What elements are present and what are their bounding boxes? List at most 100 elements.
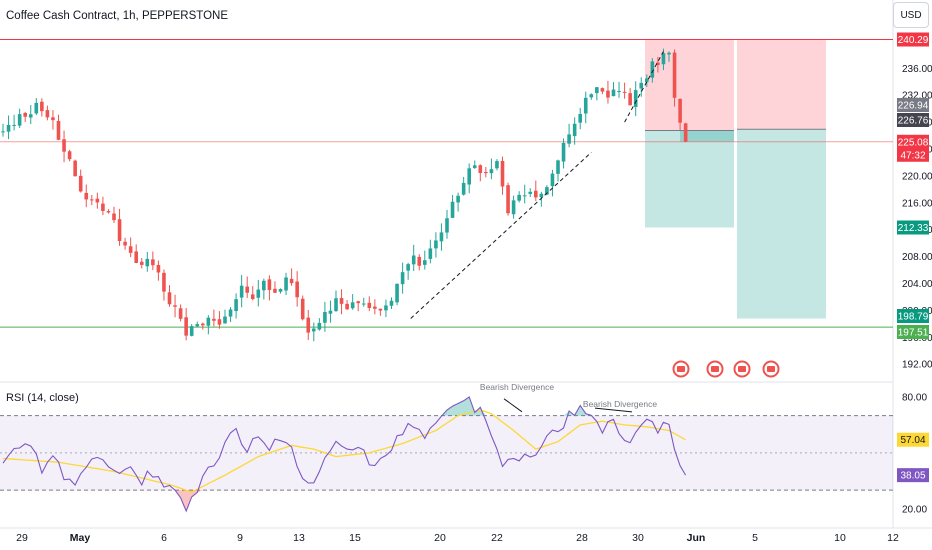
candle bbox=[173, 294, 177, 318]
candle-body bbox=[256, 289, 261, 298]
candle-body bbox=[67, 151, 72, 160]
candle-body bbox=[78, 175, 83, 192]
candle bbox=[334, 290, 338, 312]
candle-body bbox=[167, 292, 172, 305]
time-tick-label: 29 bbox=[16, 532, 28, 544]
rsi-value-box bbox=[897, 468, 929, 483]
rsi-oversold-fill bbox=[3, 490, 686, 511]
target-zone-2 bbox=[737, 129, 826, 319]
candle-body bbox=[284, 277, 288, 291]
candle-body bbox=[672, 52, 677, 98]
candle-body bbox=[367, 302, 372, 309]
event-icon bbox=[672, 360, 690, 378]
candle-body bbox=[361, 303, 366, 305]
candle bbox=[139, 258, 144, 269]
candle-body bbox=[389, 300, 394, 306]
candle bbox=[289, 268, 294, 286]
candle bbox=[40, 98, 44, 117]
candle-body bbox=[123, 241, 127, 246]
candles bbox=[1, 48, 688, 342]
time-tick-label: 30 bbox=[632, 532, 644, 544]
price-tick-label: 204.00 bbox=[902, 279, 932, 290]
event-icon bbox=[706, 360, 724, 378]
candle bbox=[373, 299, 377, 315]
price-label-text: 226.76 bbox=[898, 116, 929, 127]
price-tick-label: 216.00 bbox=[902, 198, 932, 209]
candle-body bbox=[495, 161, 499, 169]
candle-body bbox=[461, 182, 466, 195]
price-tick-label: 220.00 bbox=[902, 171, 932, 182]
currency-button[interactable]: USD bbox=[893, 2, 929, 28]
candle bbox=[456, 192, 460, 212]
candle-body bbox=[600, 88, 605, 92]
price-tick-label: 232.00 bbox=[902, 91, 932, 102]
candle bbox=[256, 279, 261, 307]
candle bbox=[350, 294, 355, 310]
candle-body bbox=[345, 303, 349, 310]
price-label-box bbox=[897, 32, 929, 47]
time-tick-label: 22 bbox=[491, 532, 503, 544]
candle bbox=[95, 192, 100, 209]
price-label-box bbox=[897, 98, 929, 112]
time-tick-label: Jun bbox=[687, 532, 706, 544]
candle bbox=[572, 117, 577, 145]
candle bbox=[645, 74, 649, 87]
candle bbox=[400, 262, 405, 294]
candle-body bbox=[645, 78, 649, 83]
candle-body bbox=[106, 211, 111, 213]
candle bbox=[17, 108, 22, 129]
candle-body bbox=[434, 240, 438, 249]
candle-body bbox=[650, 61, 655, 78]
price-label-box bbox=[897, 113, 929, 127]
candle-body bbox=[12, 124, 16, 126]
price-tick-label: 236.00 bbox=[902, 64, 932, 75]
candle bbox=[633, 81, 638, 117]
profit-fill bbox=[680, 130, 734, 142]
candle bbox=[73, 159, 77, 177]
price-label-box bbox=[897, 309, 929, 323]
candle bbox=[595, 87, 599, 101]
candle bbox=[128, 237, 133, 258]
candle-body bbox=[417, 256, 422, 266]
candle bbox=[389, 297, 394, 309]
candle-body bbox=[545, 187, 549, 195]
candle-body bbox=[661, 53, 666, 65]
candle-body bbox=[561, 142, 566, 162]
rsi-value-label: 38.05 bbox=[897, 468, 929, 483]
price-label-target: 198.79 bbox=[897, 309, 929, 323]
price-label-box bbox=[897, 134, 929, 149]
candle-body bbox=[384, 305, 388, 311]
price-label-target: 212.33 bbox=[897, 220, 929, 235]
candle-body bbox=[295, 281, 299, 298]
trendline-1 bbox=[410, 152, 592, 319]
price-label-support: 197.51 bbox=[897, 325, 929, 339]
candle-body bbox=[267, 279, 272, 290]
candle bbox=[683, 122, 688, 143]
candle-body bbox=[84, 192, 89, 200]
candle-body bbox=[262, 280, 266, 291]
candle-body bbox=[339, 298, 344, 304]
chart-title: Coffee Cash Contract, 1h, PEPPERSTONE bbox=[6, 10, 229, 22]
price-label-text: 47:32 bbox=[900, 150, 925, 161]
candle-body bbox=[6, 124, 11, 132]
candle-body bbox=[228, 309, 233, 317]
candle-body bbox=[62, 139, 66, 152]
candle-body bbox=[328, 310, 333, 314]
candle bbox=[484, 166, 488, 178]
event-icon bbox=[762, 360, 780, 378]
candle-body bbox=[139, 261, 144, 265]
candle bbox=[117, 208, 122, 246]
candle bbox=[12, 114, 16, 131]
candle bbox=[567, 123, 571, 148]
candle bbox=[622, 82, 627, 99]
candle-body bbox=[234, 299, 238, 312]
candle-body bbox=[1, 131, 5, 133]
candle bbox=[189, 324, 194, 337]
candle-body bbox=[550, 173, 555, 187]
candle-body bbox=[40, 101, 44, 112]
candle bbox=[672, 49, 677, 107]
candle-body bbox=[633, 90, 638, 107]
candle-body bbox=[212, 318, 216, 321]
candle-body bbox=[334, 298, 338, 312]
